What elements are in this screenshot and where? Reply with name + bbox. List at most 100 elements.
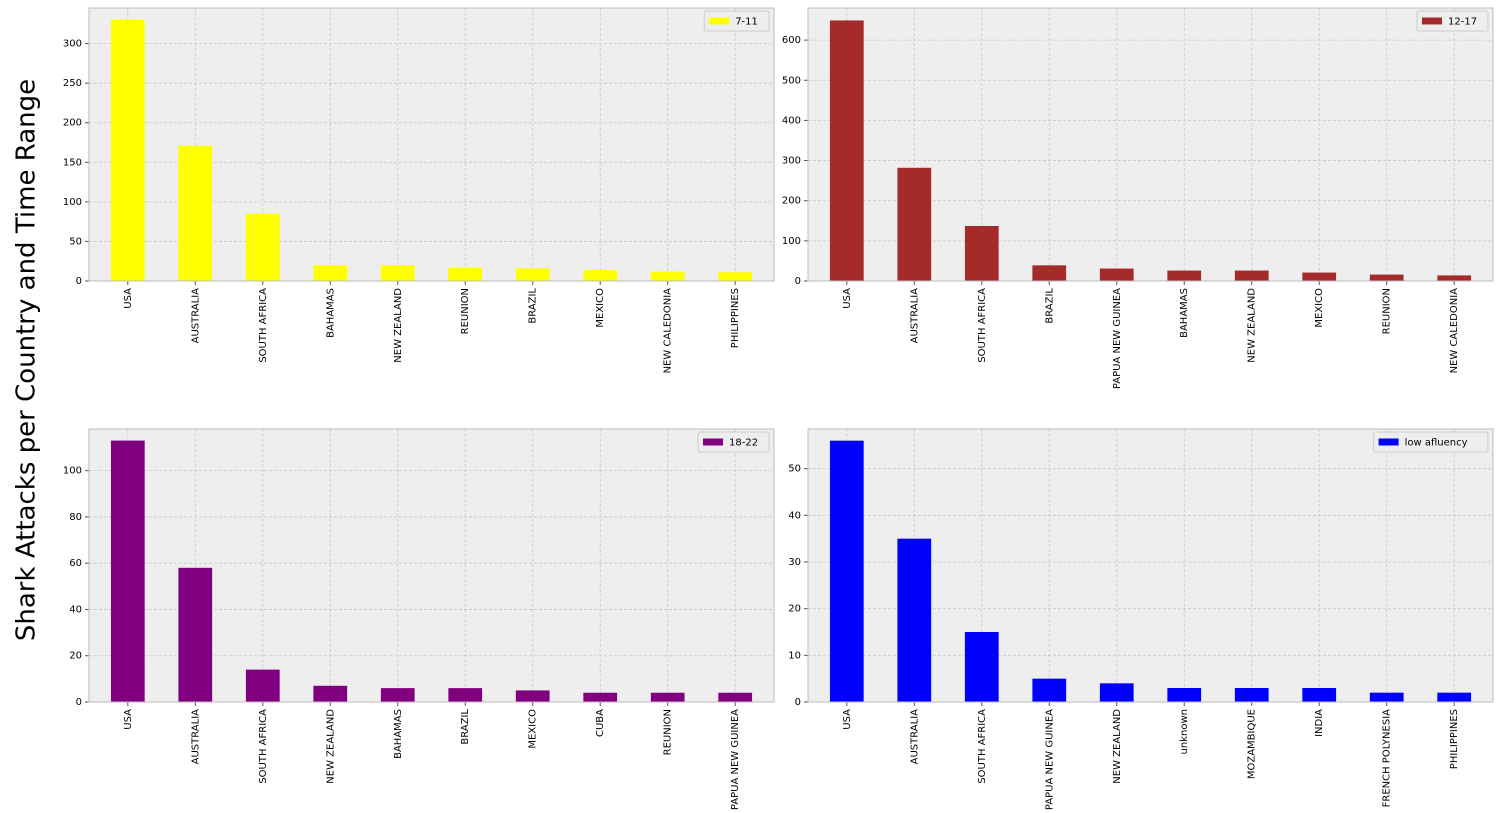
y-tick-label: 80 xyxy=(69,512,82,523)
legend-swatch xyxy=(709,17,730,25)
y-tick-label: 50 xyxy=(69,236,82,247)
x-tick-label: AUSTRALIA xyxy=(190,709,201,765)
bar-mozambique xyxy=(1234,688,1269,702)
bar-philippines xyxy=(718,272,753,281)
x-tick-label: PHILIPPINES xyxy=(1449,709,1460,769)
y-tick-label: 100 xyxy=(63,197,82,208)
panel-7-11: 0 50 100 150 200 250 300 USA AUSTRALIA SOUTH AFRI… xyxy=(63,7,775,374)
bar-new-caledonia xyxy=(1437,275,1472,281)
x-tick-label: MOZAMBIQUE xyxy=(1247,709,1258,779)
panel-18-22: 0 20 40 60 80 100 USA AUSTRALIA SOUTH AFRICA NEW … xyxy=(63,428,775,810)
legend-box xyxy=(1373,431,1489,453)
legend: 18-22 xyxy=(697,431,770,453)
x-tick-label: BRAZIL xyxy=(1044,288,1055,324)
x-tick-label: BRAZIL xyxy=(460,709,471,745)
y-tick-label: 20 xyxy=(69,651,82,662)
x-tick-label: AUSTRALIA xyxy=(190,288,201,344)
x-tick-label: REUNION xyxy=(663,709,674,755)
bar-cuba xyxy=(583,692,618,702)
y-tick-label: 60 xyxy=(69,558,82,569)
bar-usa xyxy=(110,19,145,281)
legend: 12-17 xyxy=(1416,10,1489,32)
y-tick-label: 0 xyxy=(76,697,82,708)
panel-low-afluency: 0 10 20 30 40 50 USA AUSTRALIA SOUTH AFRICA PAPUA… xyxy=(788,428,1494,810)
x-tick-label: REUNION xyxy=(460,288,471,334)
x-tick-label: REUNION xyxy=(1382,288,1393,334)
y-tick-label: 0 xyxy=(795,697,801,708)
y-tick-label: 500 xyxy=(782,75,801,86)
legend: low afluency xyxy=(1373,431,1489,453)
x-tick-label: NEW ZEALAND xyxy=(1112,709,1123,784)
y-tick-label: 10 xyxy=(788,650,801,661)
bar-new-zealand xyxy=(380,265,415,281)
x-tick-label: MEXICO xyxy=(528,709,539,749)
bar-brazil xyxy=(515,268,550,281)
x-tick-label: SOUTH AFRICA xyxy=(977,288,988,363)
bar-reunion xyxy=(1369,274,1404,281)
y-tick-label: 150 xyxy=(63,157,82,168)
bar-papua-new-guinea xyxy=(1099,268,1134,281)
bar-brazil xyxy=(1032,265,1067,281)
x-tick-label: BAHAMAS xyxy=(325,288,336,338)
plot-frame xyxy=(88,7,775,282)
x-tick-label: BAHAMAS xyxy=(393,709,404,759)
plot-frame xyxy=(88,428,775,703)
legend-swatch xyxy=(1422,17,1442,25)
y-tick-label: 200 xyxy=(63,118,82,129)
y-tick-label: 20 xyxy=(788,604,801,615)
x-tick-label: PAPUA NEW GUINEA xyxy=(1112,288,1123,389)
legend-label: 12-17 xyxy=(1448,17,1477,28)
bar-new-zealand xyxy=(313,685,348,702)
legend-box xyxy=(703,10,770,32)
bar-mexico xyxy=(1302,272,1337,281)
x-tick-label: NEW CALEDONIA xyxy=(1449,288,1460,374)
x-tick-label: CUBA xyxy=(595,709,606,737)
x-tick-label: BRAZIL xyxy=(528,288,539,324)
y-tick-label: 40 xyxy=(788,510,801,521)
bar-australia xyxy=(178,145,213,281)
plot-frame xyxy=(807,7,1494,282)
x-tick-label: USA xyxy=(842,288,853,309)
bar-south-africa xyxy=(245,213,280,281)
bar-new-zealand xyxy=(1099,683,1134,702)
y-tick-label: 200 xyxy=(782,196,801,207)
x-tick-label: BAHAMAS xyxy=(1179,288,1190,338)
bar-australia xyxy=(897,538,932,702)
legend-label: 18-22 xyxy=(729,438,758,449)
x-tick-label: NEW ZEALAND xyxy=(1247,288,1258,363)
bar-south-africa xyxy=(964,632,999,702)
bar-mexico xyxy=(583,269,618,281)
x-tick-label: SOUTH AFRICA xyxy=(258,709,269,784)
y-tick-label: 100 xyxy=(782,236,801,247)
legend-swatch xyxy=(703,438,723,446)
legend-swatch xyxy=(1378,438,1399,446)
x-tick-label: USA xyxy=(123,288,134,309)
bar-usa xyxy=(829,440,864,702)
x-tick-label: SOUTH AFRICA xyxy=(258,288,269,363)
x-tick-label: MEXICO xyxy=(595,288,606,328)
bar-new-caledonia xyxy=(650,271,685,281)
bar-india xyxy=(1302,688,1337,702)
x-tick-label: SOUTH AFRICA xyxy=(977,709,988,784)
bar-usa xyxy=(829,20,864,282)
bar-papua-new-guinea xyxy=(1032,678,1067,702)
legend-box xyxy=(1416,10,1489,32)
x-tick-label: NEW ZEALAND xyxy=(325,709,336,784)
y-tick-label: 40 xyxy=(69,604,82,615)
y-tick-label: 0 xyxy=(76,276,82,287)
bar-bahamas xyxy=(380,688,415,702)
bar-unknown xyxy=(1167,688,1202,702)
y-tick-label: 50 xyxy=(788,464,801,475)
y-tick-label: 100 xyxy=(63,466,82,477)
bar-brazil xyxy=(448,688,483,702)
x-tick-label: USA xyxy=(123,709,134,730)
y-tick-label: 400 xyxy=(782,115,801,126)
legend-label: 7-11 xyxy=(735,17,758,28)
x-tick-label: NEW CALEDONIA xyxy=(663,288,674,374)
bar-new-zealand xyxy=(1234,270,1269,281)
figure-ylabel: Shark Attacks per Country and Time Range xyxy=(12,79,42,641)
x-tick-label: PAPUA NEW GUINEA xyxy=(730,709,741,810)
y-tick-label: 250 xyxy=(63,78,82,89)
x-tick-label: AUSTRALIA xyxy=(909,709,920,765)
